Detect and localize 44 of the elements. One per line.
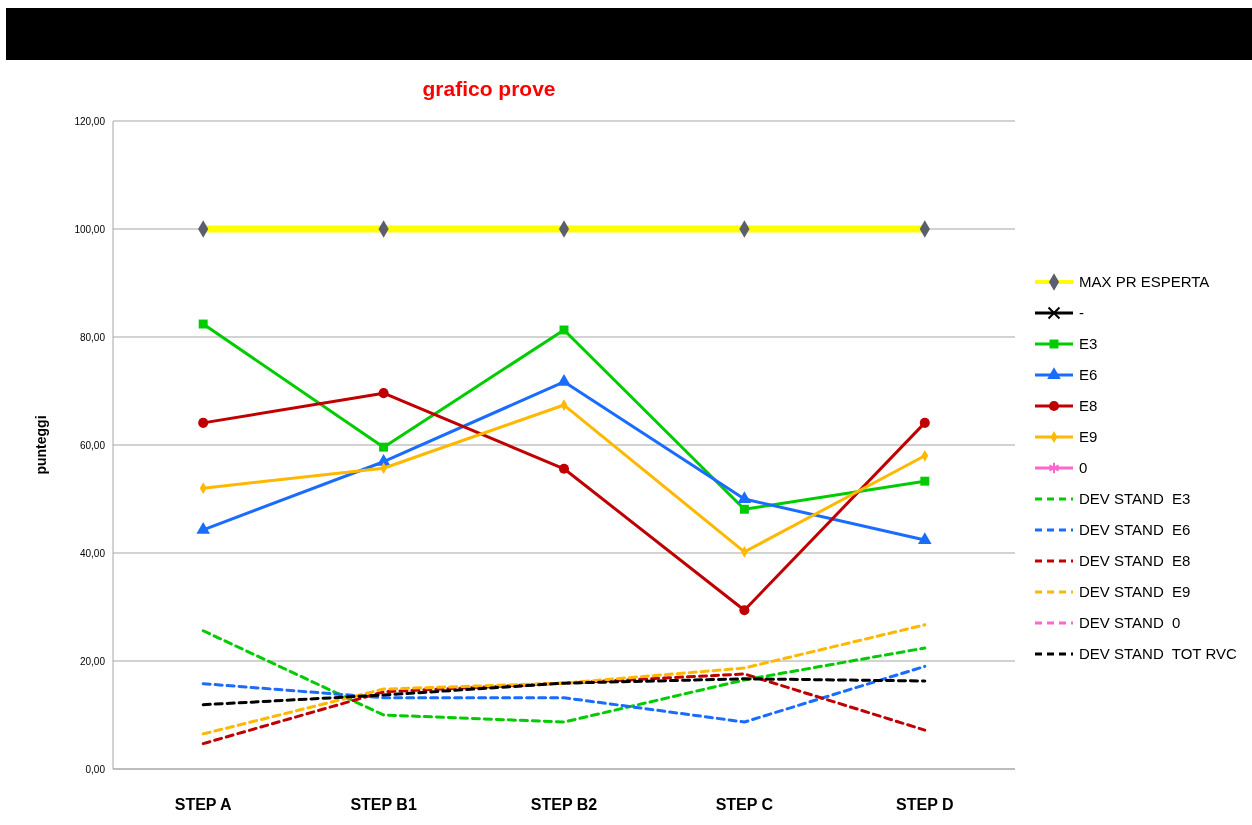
legend-label: MAX PR ESPERTA — [1079, 273, 1210, 291]
point — [920, 476, 930, 486]
point — [739, 504, 749, 514]
legend-label: E3 — [1079, 335, 1098, 353]
line-series — [201, 629, 927, 724]
y-tick-label: 60,00 — [79, 439, 106, 451]
y-tick-label: 80,00 — [79, 331, 106, 343]
legend-label: E9 — [1079, 428, 1098, 446]
legend-label: E8 — [1079, 397, 1098, 415]
y-tick-label: 0,00 — [85, 763, 106, 775]
point — [378, 388, 389, 399]
y-axis-title: punteggi — [33, 415, 49, 475]
y-tick-label: 100,00 — [74, 223, 106, 235]
point — [919, 417, 930, 428]
legend-label: DEV STAND 0 — [1079, 614, 1181, 632]
point — [737, 491, 752, 503]
line-series — [201, 623, 927, 736]
line-series — [201, 672, 927, 746]
legend-label: DEV STAND E6 — [1079, 521, 1191, 539]
x-tick-label: STEP B1 — [350, 796, 417, 813]
x-tick-label: STEP D — [896, 796, 954, 813]
point — [739, 605, 750, 616]
y-tick-label: 20,00 — [79, 655, 106, 667]
point — [558, 463, 570, 474]
legend-label: DEV STAND E8 — [1079, 552, 1191, 570]
point — [196, 521, 210, 534]
x-tick-label: STEP B2 — [530, 796, 598, 813]
chart-title: grafico prove — [422, 77, 556, 100]
legend-label: 0 — [1079, 459, 1088, 477]
line-series — [201, 664, 927, 724]
point — [918, 532, 932, 544]
point — [379, 442, 389, 452]
legend-label: - — [1079, 304, 1084, 322]
legend-label: DEV STAND E9 — [1079, 583, 1191, 601]
legend-label: DEV STAND TOT RVC — [1079, 645, 1237, 663]
point — [198, 417, 209, 428]
y-tick-label: 120,00 — [74, 115, 106, 127]
legend-label: E6 — [1079, 366, 1098, 384]
point — [198, 319, 208, 329]
y-tick-label: 40,00 — [79, 547, 106, 559]
x-tick-label: STEP C — [715, 796, 774, 813]
legend-label: DEV STAND E3 — [1079, 490, 1191, 508]
x-tick-label: STEP A — [174, 796, 233, 813]
line-series — [201, 677, 927, 707]
